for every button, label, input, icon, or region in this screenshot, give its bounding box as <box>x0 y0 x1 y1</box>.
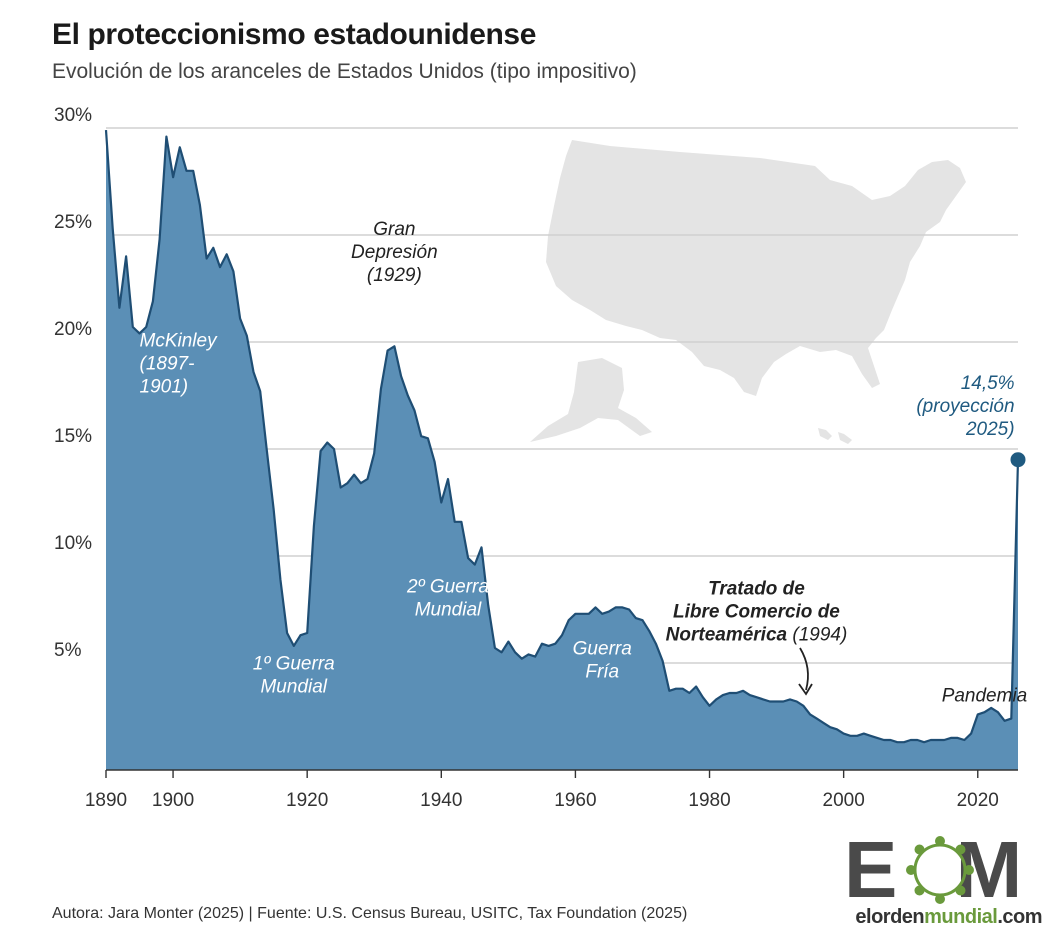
x-tick-label: 1890 <box>85 790 127 811</box>
tariff-line <box>104 130 1020 744</box>
tlcan-arrow-head <box>798 683 813 696</box>
annotation-guerra-mundial-1: Mundial <box>260 676 327 697</box>
logo-ring-icon <box>906 836 974 904</box>
x-tick-label: 1960 <box>554 790 596 811</box>
logo-letters: EOM <box>844 825 1022 914</box>
usa-map-icon <box>530 140 966 444</box>
annotation-guerra-fria: Fría <box>585 661 619 682</box>
annotation-gran-depresion: Gran <box>373 219 415 240</box>
annotation-proyeccion: 2025) <box>965 419 1015 440</box>
tariff-area-chart: 30% 25% 20% 15% 10% 5% 1890 1900 1920 1940 1960 198… <box>54 105 1028 811</box>
annotation-guerra-mundial-2: Mundial <box>415 599 482 620</box>
annotation-gran-depresion: Depresión <box>351 242 438 263</box>
y-tick-label: 10% <box>54 533 92 554</box>
tariff-area <box>106 130 1018 771</box>
y-tick-label: 25% <box>54 212 92 233</box>
tlcan-arrow <box>799 647 809 691</box>
logo-site: elordenmundial.com <box>855 906 1042 928</box>
projection-point <box>1010 452 1026 468</box>
x-tick-label: 1900 <box>152 790 194 811</box>
x-tick-label: 1980 <box>688 790 730 811</box>
y-tick-label: 15% <box>54 426 92 447</box>
x-tick-label: 1940 <box>420 790 462 811</box>
annotation-pandemia: Pandemia <box>942 686 1028 707</box>
annotation-guerra-mundial-2: 2º Guerra <box>406 576 489 597</box>
annotation-mckinley: (1897- <box>140 353 195 374</box>
axes: 30% 25% 20% 15% 10% 5% 1890 1900 1920 1940 1960 198… <box>54 105 1018 811</box>
x-tick-label: 2020 <box>957 790 999 811</box>
annotation-guerra-fria: Guerra <box>573 638 632 659</box>
x-tick-label: 1920 <box>286 790 328 811</box>
x-tick-label: 2000 <box>823 790 865 811</box>
annotation-mckinley: McKinley <box>140 330 219 351</box>
usa-mainland <box>546 140 966 396</box>
logo: EOM elordenmundial.com <box>826 828 1042 932</box>
hawaii <box>818 428 852 444</box>
annotation-tlcan: Norteamérica (1994) <box>666 625 848 646</box>
annotation-tlcan: Libre Comercio de <box>673 602 840 623</box>
annotation-gran-depresion: (1929) <box>367 265 422 286</box>
y-tick-label: 5% <box>54 640 82 661</box>
annotation-tlcan: Tratado de <box>708 579 805 600</box>
source-note: Autora: Jara Monter (2025) | Fuente: U.S… <box>52 905 688 922</box>
alaska <box>530 358 652 442</box>
y-tick-label: 30% <box>54 105 92 126</box>
area-layer <box>104 130 1026 771</box>
annotation-guerra-mundial-1: 1º Guerra <box>253 653 335 674</box>
annotation-mckinley: 1901) <box>140 376 189 397</box>
annotation-proyeccion: (proyección <box>916 396 1014 417</box>
annotation-proyeccion: 14,5% <box>961 373 1015 394</box>
page-subtitle: Evolución de los aranceles de Estados Un… <box>52 60 637 83</box>
page-title: El proteccionismo estadounidense <box>52 18 536 51</box>
y-tick-label: 20% <box>54 319 92 340</box>
